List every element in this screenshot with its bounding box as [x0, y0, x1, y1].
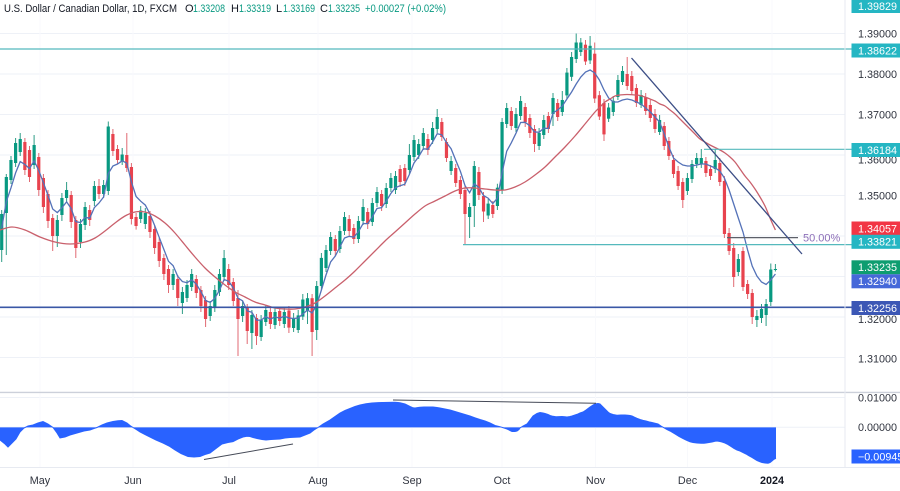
svg-text:H: H — [231, 3, 239, 15]
svg-text:L: L — [276, 3, 282, 15]
svg-text:1.33235: 1.33235 — [858, 262, 897, 274]
svg-text:0.01000: 0.01000 — [858, 392, 897, 404]
svg-text:1.33169: 1.33169 — [283, 3, 315, 15]
svg-text:−0.00945: −0.00945 — [858, 451, 900, 463]
svg-text:1.38000: 1.38000 — [858, 69, 897, 81]
svg-text:1.38622: 1.38622 — [858, 45, 897, 57]
svg-text:1.39000: 1.39000 — [858, 28, 897, 40]
svg-text:1.32256: 1.32256 — [858, 303, 897, 315]
svg-text:2024: 2024 — [760, 475, 784, 487]
svg-text:O: O — [185, 3, 194, 15]
svg-text:50.00%: 50.00% — [803, 233, 841, 245]
svg-text:1.33821: 1.33821 — [858, 237, 897, 249]
svg-text:Nov: Nov — [586, 475, 606, 487]
svg-text:1.33208: 1.33208 — [193, 3, 225, 15]
svg-text:1.37000: 1.37000 — [858, 109, 897, 121]
svg-text:May: May — [30, 475, 51, 487]
svg-text:C: C — [320, 3, 328, 15]
svg-text:Oct: Oct — [494, 475, 511, 487]
svg-text:1.32940: 1.32940 — [858, 276, 897, 288]
svg-text:Dec: Dec — [678, 475, 698, 487]
svg-text:1.32000: 1.32000 — [858, 314, 897, 326]
svg-text:Sep: Sep — [402, 475, 421, 487]
svg-text:Jul: Jul — [222, 475, 236, 487]
svg-text:0.00000: 0.00000 — [858, 422, 897, 434]
svg-text:1.39829: 1.39829 — [858, 1, 897, 13]
svg-text:Aug: Aug — [308, 475, 327, 487]
svg-text:1.36000: 1.36000 — [858, 154, 897, 166]
svg-text:1.33235: 1.33235 — [328, 3, 360, 15]
svg-text:+0.00027 (+0.02%): +0.00027 (+0.02%) — [365, 3, 446, 15]
svg-text:1.34057: 1.34057 — [858, 223, 897, 235]
svg-text:U.S. Dollar / Canadian Dollar,: U.S. Dollar / Canadian Dollar, 1D, FXCM — [4, 3, 177, 15]
svg-text:1.35000: 1.35000 — [858, 190, 897, 202]
svg-text:1.36184: 1.36184 — [858, 145, 897, 157]
svg-text:1.31000: 1.31000 — [858, 353, 897, 365]
svg-text:Jun: Jun — [124, 475, 141, 487]
svg-text:1.33319: 1.33319 — [239, 3, 271, 15]
